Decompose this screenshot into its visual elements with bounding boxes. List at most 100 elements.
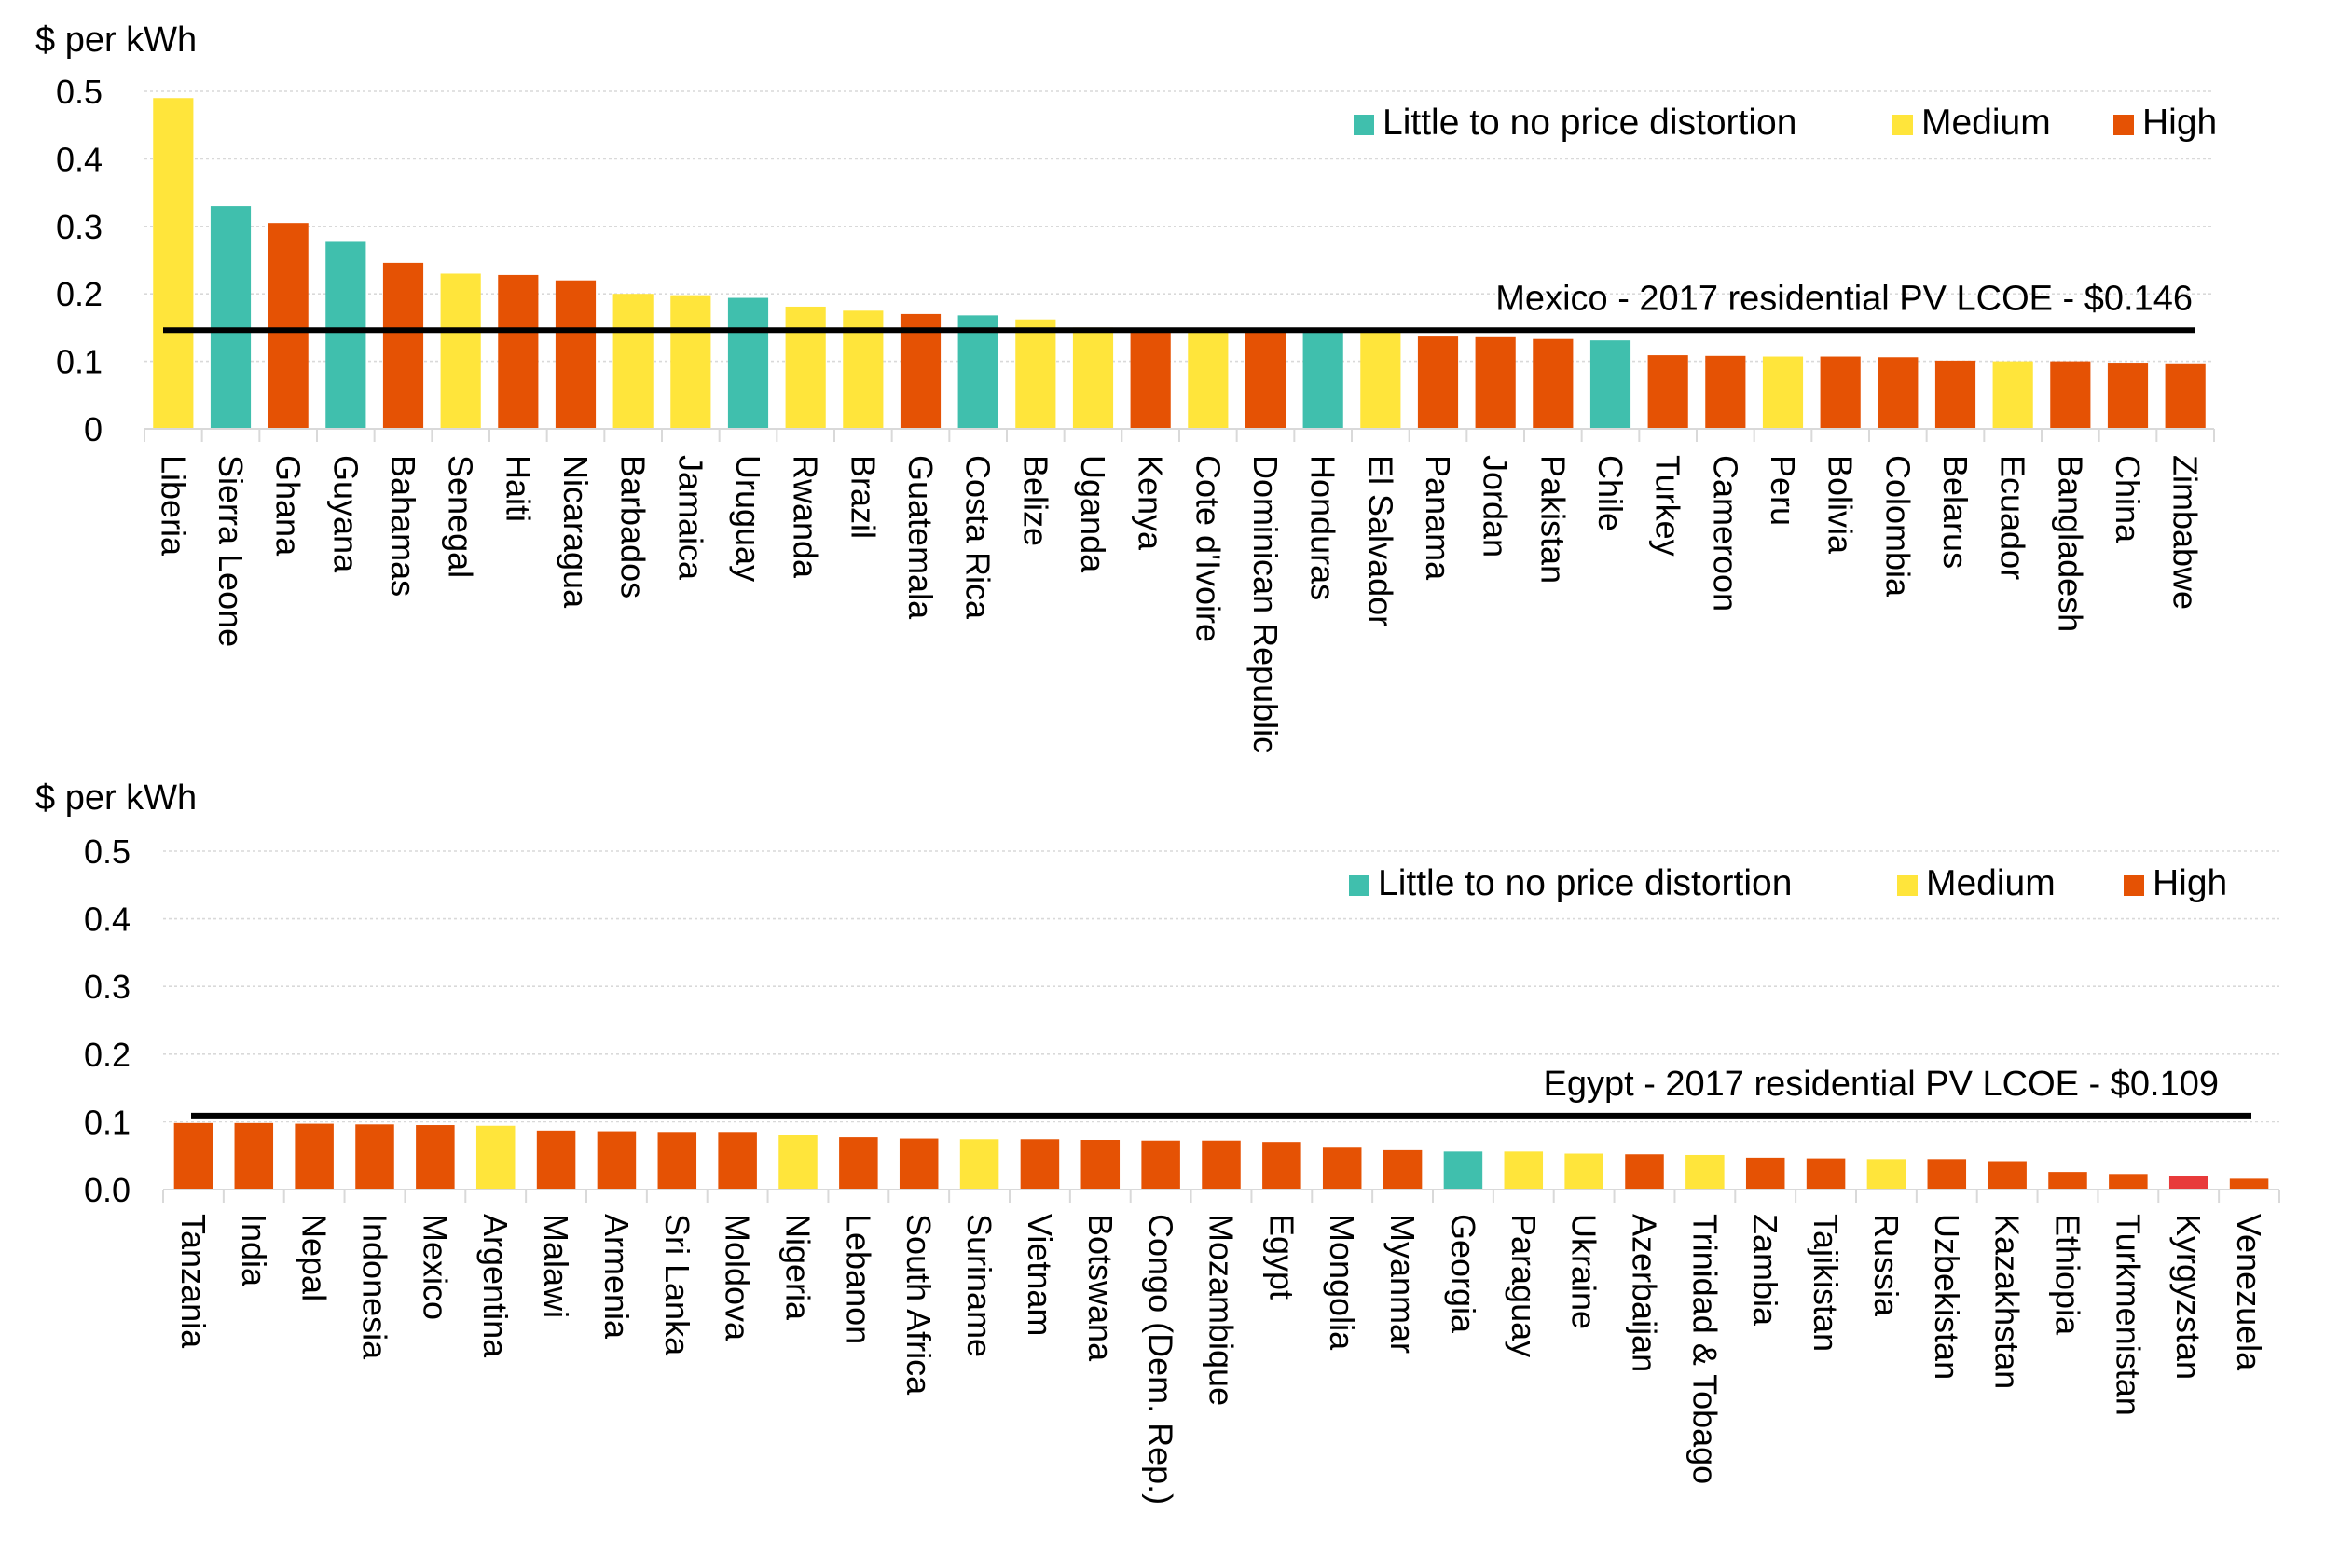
x-tick-label: South Africa	[900, 1214, 938, 1396]
x-tick-label: Egypt	[1262, 1214, 1300, 1300]
bar	[1322, 1147, 1362, 1190]
bar	[1745, 1157, 1785, 1190]
legend-swatch	[1354, 115, 1374, 135]
x-tick-label: Nicaragua	[557, 455, 595, 609]
x-tick-label: Myanmar	[1383, 1214, 1422, 1354]
bar	[2048, 1172, 2087, 1190]
bar	[1302, 331, 1343, 429]
x-tick-label: Russia	[1867, 1214, 1906, 1317]
x-tick-label: Guatemala	[901, 455, 940, 620]
y-tick-label: 0.0	[84, 1171, 131, 1209]
bar	[1685, 1154, 1725, 1190]
bar	[1383, 1149, 1423, 1190]
x-tick-label: Malawi	[537, 1214, 575, 1318]
x-tick-label: Jordan	[1477, 455, 1515, 557]
bar	[234, 1122, 274, 1190]
bar	[1475, 336, 1516, 429]
x-tick-label: El Salvador	[1361, 455, 1399, 626]
bar	[173, 1122, 213, 1190]
x-tick-label: Nigeria	[779, 1214, 818, 1321]
bar	[2050, 361, 2091, 429]
legend-label: Little to no price distortion	[1383, 103, 1796, 143]
bar	[1806, 1158, 1846, 1190]
bar	[959, 1139, 999, 1190]
x-tick-label: Honduras	[1304, 455, 1342, 600]
x-tick-label: Sierra Leone	[212, 455, 250, 647]
legend: Little to no price distortion Medium High	[1349, 863, 2227, 903]
x-tick-label: Trinidad & Tobago	[1685, 1214, 1724, 1484]
bar	[295, 1123, 334, 1190]
x-tick-label: Kenya	[1132, 455, 1170, 551]
bar	[555, 280, 597, 429]
bar	[1866, 1159, 1906, 1190]
x-tick-label: Mozambique	[1203, 1214, 1241, 1406]
bar	[2107, 363, 2149, 429]
x-tick-label: India	[235, 1214, 273, 1287]
x-tick-label: Senegal	[442, 455, 480, 578]
x-tick-label: Vietnam	[1021, 1214, 1059, 1336]
bar	[839, 1137, 878, 1190]
y-tick-label: 0.1	[84, 1103, 131, 1141]
x-tick-label: Nepal	[296, 1214, 334, 1301]
legend-label: Medium	[1926, 863, 2056, 903]
bar	[612, 294, 654, 429]
bar	[382, 262, 424, 429]
x-tick-label: Mongolia	[1323, 1214, 1361, 1351]
bar	[1927, 1159, 1967, 1190]
x-tick-label: Paraguay	[1505, 1214, 1543, 1357]
x-tick-label: Lebanon	[839, 1214, 877, 1344]
bar	[1992, 361, 2033, 429]
legend-swatch	[2113, 115, 2134, 135]
bar	[1360, 331, 1401, 429]
x-tick-label: Cameroon	[1706, 455, 1744, 612]
reference-line-label: Egypt - 2017 residential PV LCOE - $0.10…	[1543, 1065, 2219, 1104]
chart-1: $ per kWh 0 0.1 0.2 0.3 0.4 0.5 Liberia Sierra L…	[35, 21, 2217, 753]
x-tick-label: Indonesia	[356, 1214, 394, 1360]
x-tick-label: Bolivia	[1822, 455, 1860, 555]
bar	[153, 98, 194, 430]
x-tick-label: Ghana	[269, 455, 308, 557]
bar	[670, 295, 711, 429]
x-tick-label: Barbados	[614, 455, 653, 598]
y-axis-unit-label: $ per kWh	[35, 778, 197, 818]
x-tick-label: Uganda	[1074, 455, 1112, 573]
bar	[1878, 357, 1919, 429]
x-tick-label: Azerbaijan	[1626, 1214, 1664, 1372]
x-tick-label: Bangladesh	[2051, 455, 2089, 632]
bar	[727, 297, 769, 429]
bar	[440, 273, 481, 429]
x-tick-label: Bahamas	[384, 455, 422, 597]
x-tick-label: Georgia	[1444, 1214, 1482, 1334]
x-tick-label: Armenia	[598, 1214, 636, 1340]
bar	[1934, 360, 1976, 429]
bar	[1564, 1153, 1603, 1190]
bar	[957, 315, 998, 429]
x-tick-label: Tanzania	[174, 1214, 213, 1349]
chart-2: $ per kWh 0.0 0.1 0.2 0.3 0.4 0.5 Tanzania India…	[35, 778, 2280, 1505]
x-tick-label: Kazakhstan	[1988, 1214, 2027, 1389]
bar	[1589, 340, 1631, 429]
legend-swatch	[2124, 875, 2144, 896]
x-tick-label: Costa Rica	[959, 455, 998, 620]
x-tick-label: Jamaica	[671, 455, 709, 581]
bar	[778, 1135, 818, 1190]
bar	[2165, 363, 2206, 429]
y-tick-label: 0.1	[56, 343, 103, 381]
x-tick-label: Tajikistan	[1807, 1214, 1845, 1352]
x-tick-label: Chile	[1591, 455, 1630, 531]
bar	[325, 241, 366, 429]
bar	[1202, 1140, 1241, 1190]
legend-swatch	[1897, 875, 1918, 896]
bar	[785, 306, 826, 429]
x-tick-label: Suriname	[960, 1214, 998, 1357]
bar	[416, 1125, 455, 1190]
reference-line-label: Mexico - 2017 residential PV LCOE - $0.1…	[1495, 279, 2193, 318]
x-tick-label: Mexico	[416, 1214, 454, 1320]
legend: Little to no price distortion Medium High	[1354, 103, 2217, 143]
x-tick-label: Cote d'Ivoire	[1189, 455, 1227, 642]
bar	[1262, 1142, 1301, 1190]
x-tick-label: Turkmenistan	[2109, 1214, 2147, 1416]
bar	[900, 313, 942, 429]
bar	[718, 1132, 757, 1190]
